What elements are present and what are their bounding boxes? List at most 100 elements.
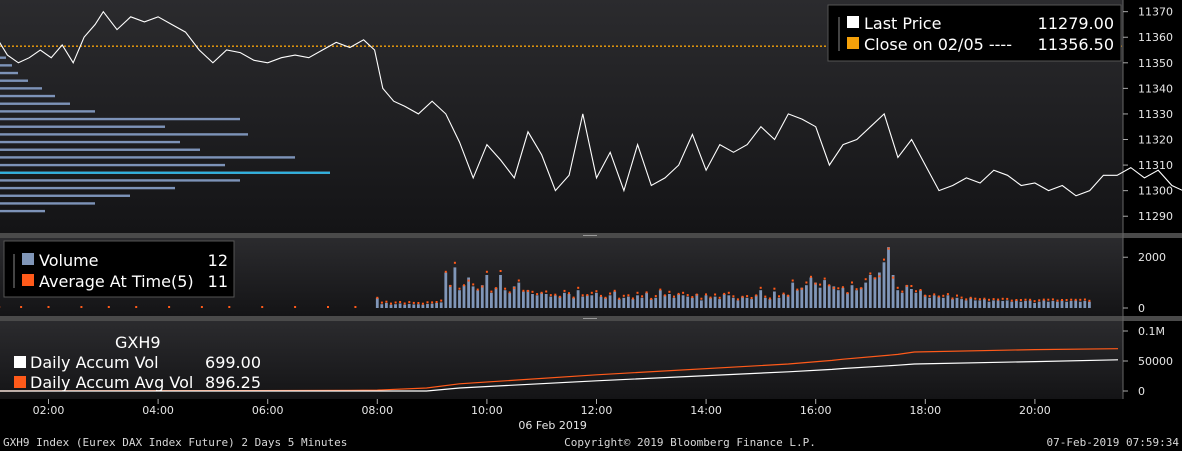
profile-bar (0, 87, 42, 90)
average-dot (228, 306, 231, 308)
volume-bar (1024, 300, 1027, 308)
accum-avg-value: 896.25 (205, 373, 261, 392)
volume-bar (526, 290, 530, 308)
volume-bar (741, 296, 744, 308)
time-tick-label: 04:00 (142, 404, 174, 417)
average-dot (531, 290, 534, 293)
average-dot (787, 294, 790, 297)
volume-bar (631, 299, 635, 308)
average-dot (974, 297, 977, 300)
time-tick-label: 16:00 (800, 404, 832, 417)
average-dot (522, 289, 525, 292)
average-dot (449, 284, 452, 287)
average-dot (354, 306, 357, 308)
volume-bar (531, 294, 534, 308)
volume-bar (622, 297, 626, 308)
average-dot (622, 294, 625, 297)
volume-bar (508, 292, 512, 308)
average-dot (467, 279, 470, 282)
average-dot (581, 294, 584, 297)
price-legend[interactable]: Last Price 11279.00 Close on 02/05 ---- … (827, 4, 1122, 62)
average-dot (791, 279, 794, 282)
volume-bar (805, 285, 808, 308)
close-value: 11356.50 (1038, 35, 1114, 54)
volume-bar (576, 290, 580, 308)
footer-security: GXH9 Index (Eurex DAX Index Future) 2 Da… (3, 436, 347, 449)
accum-legend[interactable]: GXH9 Daily Accum Vol 699.00 Daily Accum … (14, 333, 261, 392)
volume-bar (983, 299, 986, 308)
average-dot (261, 306, 264, 308)
time-axis: 02:00 04:00 06:00 08:00 10:00 12:00 14:00 16:00… (33, 399, 1051, 432)
volume-bar (471, 286, 475, 308)
volume-bar (905, 285, 909, 308)
volume-bar (1010, 301, 1014, 308)
average-dot (663, 294, 666, 297)
volume-bar (1065, 301, 1068, 308)
average-dot (686, 294, 689, 297)
average-dot (1019, 299, 1022, 301)
average-dot (732, 295, 735, 298)
average-dot (572, 296, 575, 299)
close-label: Close on 02/05 ---- (864, 35, 1012, 54)
price-tick-label: 11370 (1138, 6, 1173, 19)
volume-bar (768, 299, 772, 308)
profile-bar (0, 110, 95, 113)
average-dot (499, 270, 502, 272)
volume-bar (558, 296, 562, 308)
volume-bar (426, 303, 429, 308)
volume-bar (412, 304, 416, 308)
average-dot (910, 285, 913, 287)
accum-vol-swatch (14, 356, 26, 368)
accum-vol-series-line (0, 359, 1119, 392)
average-dot (800, 287, 803, 290)
average-dot (200, 306, 203, 308)
volume-bar (786, 295, 790, 308)
average-dot (472, 283, 475, 286)
volume-legend[interactable]: Volume 12 Average At Time(5) 11 (3, 240, 235, 298)
average-dot (1065, 299, 1068, 301)
average-dot (755, 294, 758, 297)
average-dot (1038, 299, 1041, 302)
average-dot (723, 292, 726, 295)
volume-bar (891, 275, 895, 308)
profile-poc-bar (0, 171, 330, 174)
volume-bar (398, 303, 402, 308)
volume-bar (795, 290, 799, 308)
average-dot (412, 301, 415, 304)
average-dot (431, 301, 434, 304)
average-dot (946, 293, 949, 296)
average-dot (691, 296, 694, 299)
average-dot (47, 306, 50, 308)
volume-bar (914, 292, 918, 308)
average-dot (641, 295, 644, 298)
volume-bar (453, 267, 457, 308)
average-dot (590, 291, 593, 294)
average-label: Average At Time(5) (39, 272, 194, 291)
volume-bar (736, 300, 740, 308)
average-dot (778, 295, 780, 298)
average-dot (595, 290, 598, 293)
price-tick-label: 11310 (1138, 159, 1173, 172)
average-dot (636, 291, 639, 294)
average-dot (1006, 297, 1009, 300)
average-dot (915, 290, 917, 293)
price-axis: 11290 11300 11310 11320 11330 11340 11350 11360… (1123, 6, 1173, 223)
volume-bar (654, 297, 658, 308)
average-dot (823, 277, 826, 280)
average-dot (668, 290, 671, 293)
volume-bar (800, 287, 804, 308)
accum-avg-series-line (0, 348, 1119, 392)
volume-bar (658, 290, 662, 308)
average-dot (924, 294, 927, 297)
average-dot (1083, 298, 1086, 301)
volume-value: 12 (208, 251, 228, 270)
volume-bar (832, 286, 836, 308)
volume-swatch (22, 253, 34, 265)
average-dot (901, 290, 904, 293)
volume-bar (996, 300, 1000, 308)
volume-bar (873, 277, 877, 308)
average-dot (1010, 299, 1013, 302)
average-dot (837, 287, 840, 290)
accum-tick-label: 0 (1138, 385, 1145, 398)
average-dot (327, 306, 329, 308)
